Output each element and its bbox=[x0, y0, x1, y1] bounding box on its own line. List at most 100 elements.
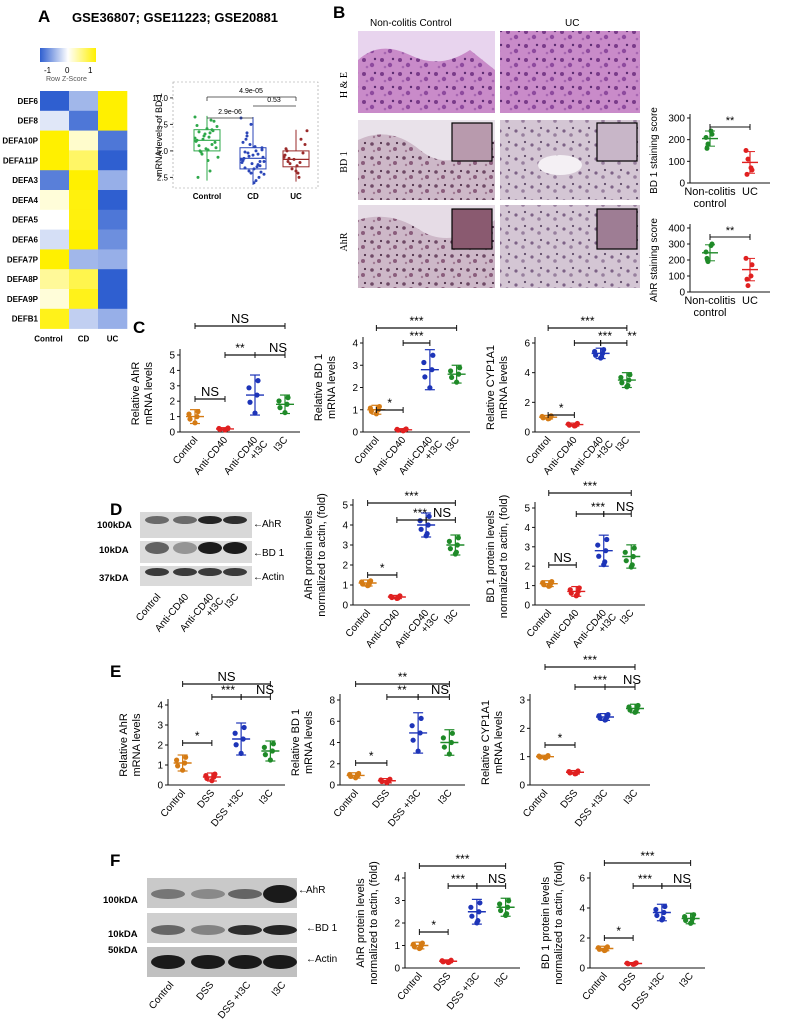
x-tick-label: DSS bbox=[196, 788, 218, 811]
key-tick: -1 bbox=[44, 66, 52, 75]
data-point bbox=[593, 352, 599, 358]
data-point bbox=[418, 715, 424, 722]
data-point bbox=[368, 408, 374, 414]
data-point bbox=[200, 152, 204, 156]
x-tick-label: UC bbox=[742, 295, 758, 307]
significance-label: NS bbox=[231, 311, 249, 326]
bd1-control-inset bbox=[451, 122, 493, 162]
data-point bbox=[212, 119, 216, 123]
x-tick-label: UC bbox=[290, 192, 302, 201]
significance-label: *** bbox=[409, 329, 423, 343]
data-point bbox=[204, 775, 210, 782]
significance-label: *** bbox=[451, 872, 465, 886]
data-point bbox=[241, 140, 245, 144]
significance-label: *** bbox=[580, 314, 594, 328]
data-point bbox=[282, 409, 288, 416]
data-point bbox=[270, 741, 276, 747]
data-point bbox=[246, 151, 250, 155]
heatmap-cell bbox=[69, 150, 99, 171]
x-tick-label: Control bbox=[521, 788, 550, 820]
data-point bbox=[210, 128, 214, 132]
tick-label: 1 bbox=[352, 405, 358, 416]
y-axis-label: BD 1 protein levels bbox=[485, 510, 497, 603]
tick-label: 4 bbox=[157, 701, 163, 712]
blot-band bbox=[263, 885, 297, 903]
data-point bbox=[631, 961, 637, 967]
x-tick-label: DSS bbox=[432, 971, 454, 994]
data-point bbox=[475, 918, 481, 924]
tick-label: 0 bbox=[579, 964, 585, 975]
heatmap-row-label: DEF6 bbox=[18, 97, 39, 106]
blot-band bbox=[191, 889, 225, 899]
data-point bbox=[195, 409, 201, 415]
box-cd bbox=[239, 116, 267, 185]
data-point bbox=[596, 553, 602, 559]
key-label: Row Z-Score bbox=[46, 76, 87, 83]
data-point bbox=[249, 122, 253, 126]
svg-text:←: ← bbox=[253, 519, 263, 530]
data-point bbox=[262, 752, 268, 758]
x-tick-label: DSS bbox=[371, 788, 393, 811]
data-point bbox=[198, 149, 202, 153]
y-axis-label: mRNA levels bbox=[493, 711, 505, 774]
data-point bbox=[566, 422, 572, 428]
data-point bbox=[248, 143, 252, 147]
tick-label: 10.0 bbox=[152, 94, 168, 103]
tick-label: 4 bbox=[524, 368, 530, 379]
tick-label: 2 bbox=[394, 919, 400, 930]
heatmap-cell bbox=[98, 249, 128, 270]
tick-label: 1 bbox=[394, 941, 400, 952]
blot-band bbox=[151, 925, 185, 935]
x-tick-label: Non-colitis bbox=[684, 295, 736, 307]
heatmap: DEF6 DEF8 DEFA10P DEFA11P DEFA3 DEFA4 DEFA5 DEF… bbox=[2, 91, 128, 344]
panel-letter-d: D bbox=[110, 500, 122, 519]
data-point bbox=[622, 549, 628, 555]
y-axis-label: normalized to actin, (fold) bbox=[553, 861, 565, 985]
data-point bbox=[446, 538, 452, 545]
col-label-uc: UC bbox=[565, 18, 579, 29]
data-point bbox=[456, 371, 462, 377]
heatmap-cell bbox=[40, 289, 70, 310]
x-tick-label: Control bbox=[332, 788, 361, 820]
data-point bbox=[209, 118, 213, 122]
p-value: 4.9e-05 bbox=[239, 88, 263, 95]
panel-a-title: GSE36807; GSE11223; GSE20881 bbox=[72, 10, 278, 25]
x-tick-label: I3C bbox=[677, 971, 695, 990]
heatmap-cell bbox=[40, 190, 70, 211]
heatmap-row-label: DEF8 bbox=[18, 117, 39, 126]
y-axis-label: AhR protein levels bbox=[355, 878, 367, 968]
data-point bbox=[213, 140, 217, 144]
tick-label: 200 bbox=[668, 135, 685, 146]
tick-label: 1 bbox=[157, 761, 163, 772]
box-uc bbox=[282, 129, 310, 182]
heatmap-cell bbox=[69, 110, 99, 131]
significance-label: *** bbox=[640, 849, 654, 863]
data-point bbox=[426, 513, 432, 519]
blot-band bbox=[223, 568, 247, 576]
row-label-he: H & E bbox=[339, 72, 350, 98]
heatmap-row-label: DEFA11P bbox=[3, 156, 39, 165]
data-point bbox=[454, 542, 460, 548]
tick-label: 7.5 bbox=[157, 120, 169, 129]
data-point bbox=[292, 157, 296, 161]
x-tick-label: I3C bbox=[436, 788, 454, 807]
blot-band bbox=[228, 955, 262, 969]
tick-label: 1 bbox=[519, 752, 525, 763]
blot-band bbox=[173, 568, 197, 576]
tick-label: 0 bbox=[519, 781, 525, 792]
data-point bbox=[196, 175, 200, 179]
dot-plot: 0 2 4 6 8 Relative BD 1 mRNA levels Control DSSD… bbox=[290, 670, 465, 829]
staining-score-chart: 0 100 200 300 BD 1 staining score Non-colitis… bbox=[649, 107, 770, 210]
x-tick-label: Control bbox=[581, 971, 610, 1003]
significance-label: * bbox=[431, 918, 436, 932]
data-point bbox=[603, 716, 609, 723]
y-axis-label: mRNA levels bbox=[131, 713, 143, 776]
data-point bbox=[749, 167, 755, 173]
heatmap-cell bbox=[69, 170, 99, 191]
western-blot-f: 100kDA 10kDA 50kDA AhR BD 1 Actin ← ← ← … bbox=[103, 878, 338, 1021]
y-axis-label: Relative AhR bbox=[130, 362, 142, 426]
blot-band bbox=[263, 955, 297, 969]
p-value: 0.53 bbox=[267, 97, 281, 104]
